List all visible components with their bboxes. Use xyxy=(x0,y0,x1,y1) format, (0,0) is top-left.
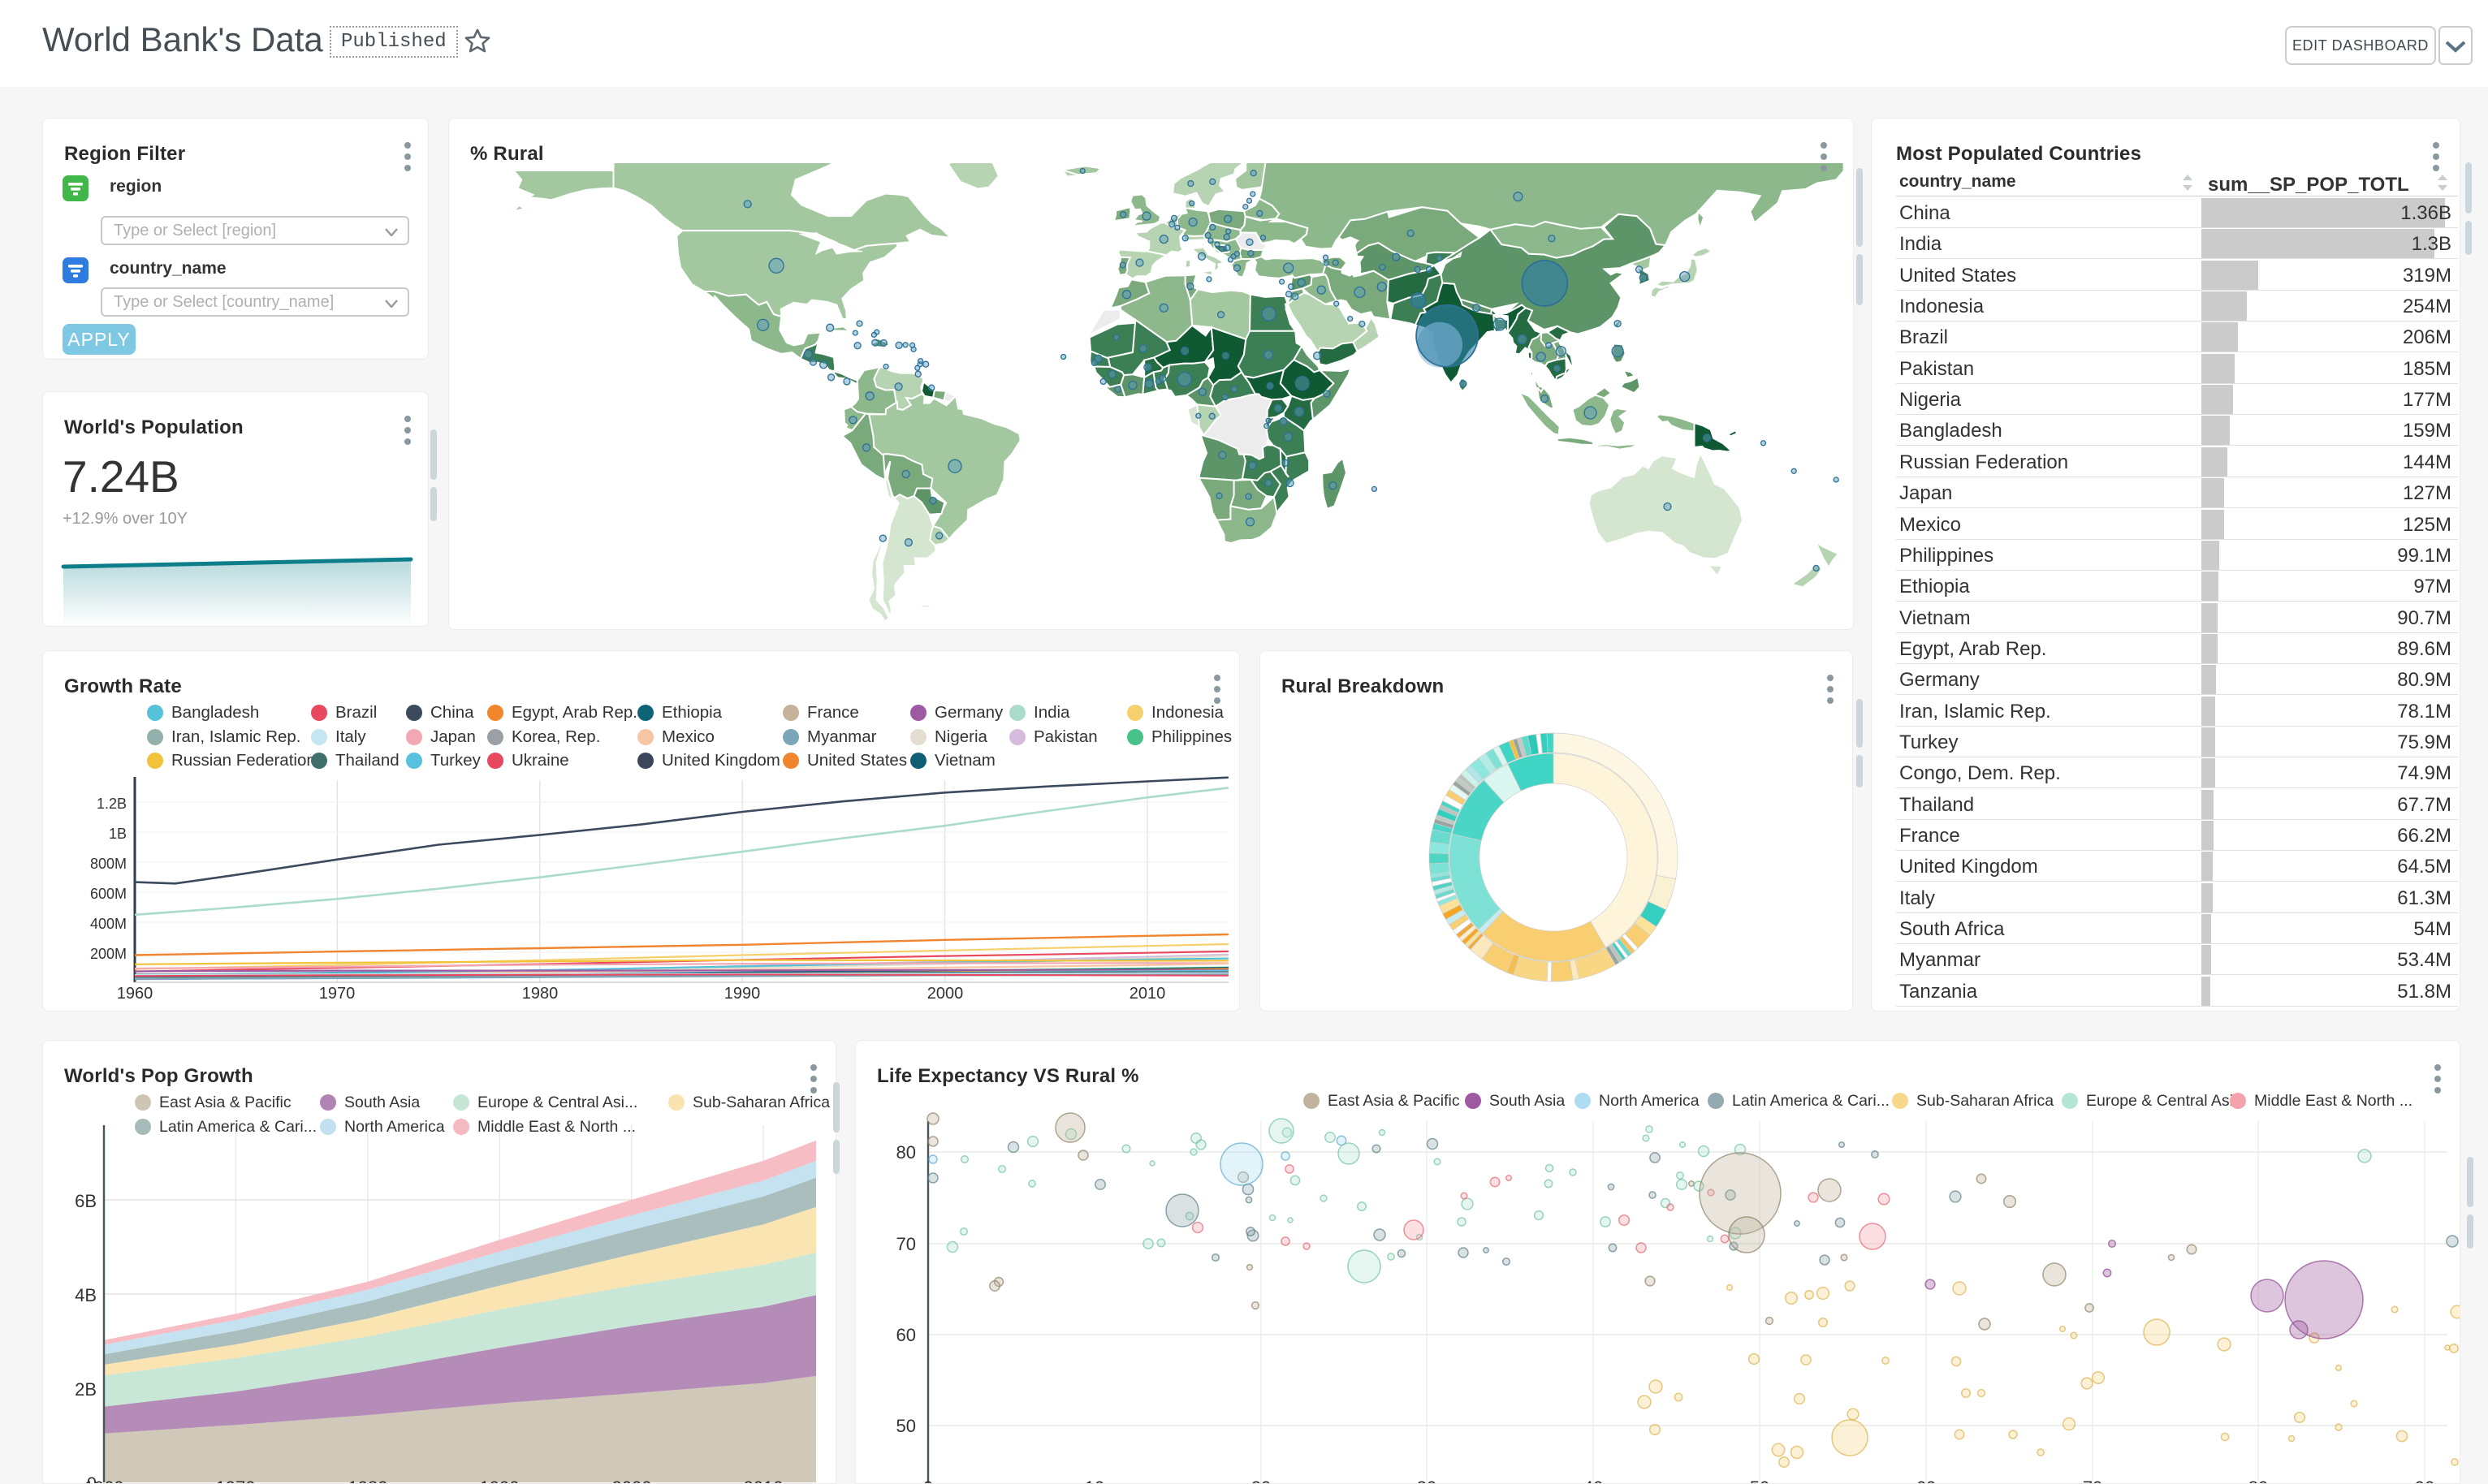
svg-text:6B: 6B xyxy=(75,1191,97,1211)
svg-text:1980: 1980 xyxy=(348,1478,388,1484)
svg-text:2010: 2010 xyxy=(744,1478,784,1484)
svg-text:90: 90 xyxy=(2415,1478,2434,1484)
svg-text:2B: 2B xyxy=(75,1379,97,1400)
svg-text:1960: 1960 xyxy=(117,985,153,1003)
svg-text:70: 70 xyxy=(896,1234,916,1254)
svg-text:1990: 1990 xyxy=(480,1478,520,1484)
svg-text:1990: 1990 xyxy=(724,985,761,1003)
svg-text:400M: 400M xyxy=(90,916,127,932)
svg-text:1.2B: 1.2B xyxy=(97,796,127,812)
svg-text:20: 20 xyxy=(1251,1478,1271,1484)
svg-text:50: 50 xyxy=(1750,1478,1769,1484)
svg-text:4B: 4B xyxy=(75,1285,97,1305)
svg-text:200M: 200M xyxy=(90,946,127,962)
svg-text:0: 0 xyxy=(87,1473,97,1484)
svg-text:40: 40 xyxy=(1583,1478,1603,1484)
svg-text:2010: 2010 xyxy=(1130,985,1166,1003)
svg-text:2000: 2000 xyxy=(612,1478,652,1484)
svg-text:1970: 1970 xyxy=(319,985,356,1003)
svg-text:600M: 600M xyxy=(90,886,127,902)
svg-text:0: 0 xyxy=(923,1478,933,1484)
svg-text:50: 50 xyxy=(896,1416,916,1436)
svg-text:80: 80 xyxy=(896,1142,916,1163)
svg-text:1970: 1970 xyxy=(216,1478,256,1484)
svg-text:1B: 1B xyxy=(109,826,127,842)
svg-text:80: 80 xyxy=(2248,1478,2268,1484)
svg-text:10: 10 xyxy=(1085,1478,1104,1484)
svg-text:1960: 1960 xyxy=(84,1478,124,1484)
svg-text:1980: 1980 xyxy=(522,985,559,1003)
svg-text:2000: 2000 xyxy=(927,985,964,1003)
svg-text:800M: 800M xyxy=(90,856,127,872)
svg-text:60: 60 xyxy=(896,1325,916,1345)
svg-text:30: 30 xyxy=(1417,1478,1436,1484)
svg-text:60: 60 xyxy=(1916,1478,1936,1484)
svg-text:70: 70 xyxy=(2083,1478,2102,1484)
